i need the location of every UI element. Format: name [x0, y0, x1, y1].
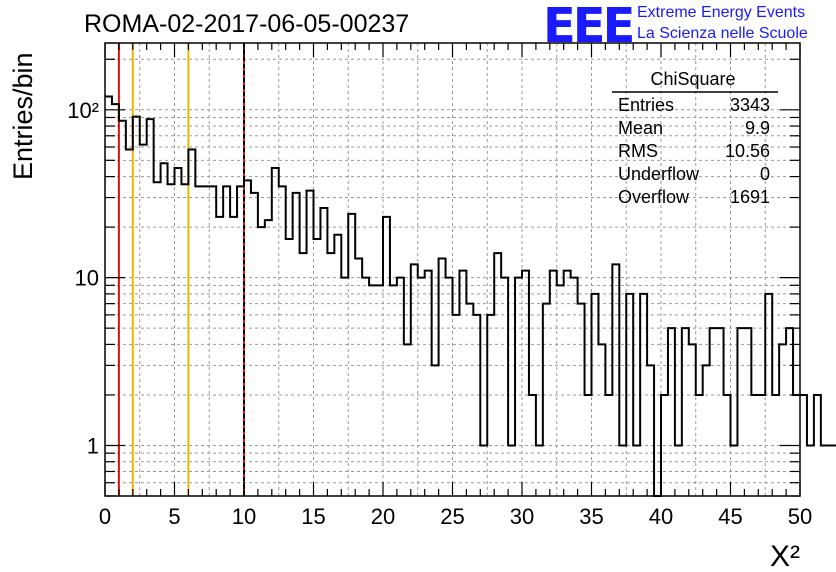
x-tick-labels: 0 5 10 15 20 25 30 35 40 45 50 [99, 504, 812, 529]
x-tick-label: 25 [440, 504, 464, 529]
logo-subtitle-2: La Scienza nelle Scuole [637, 25, 808, 42]
y-tick-labels: 1 10 10² [67, 98, 99, 459]
threshold-lines [117, 43, 245, 496]
logo-subtitle-1: Extreme Energy Events [637, 4, 806, 21]
stat-label: RMS [618, 141, 658, 161]
x-tick-label: 50 [788, 504, 812, 529]
x-tick-label: 10 [232, 504, 256, 529]
stat-value: 10.56 [725, 141, 770, 161]
eee-logo: EEE [543, 0, 635, 54]
x-tick-label: 20 [371, 504, 395, 529]
stats-box: ChiSquare Entries 3343 Mean 9.9 RMS 10.56 Unde… [612, 69, 778, 207]
stat-label: Underflow [618, 164, 700, 184]
stat-label: Overflow [618, 187, 690, 207]
stat-value: 3343 [730, 95, 770, 115]
x-tick-label: 5 [168, 504, 180, 529]
y-tick-label: 1 [87, 433, 99, 458]
stat-value: 0 [760, 164, 770, 184]
stat-label: Mean [618, 118, 663, 138]
stat-label: Entries [618, 95, 674, 115]
x-tick-label: 30 [510, 504, 534, 529]
x-tick-label: 40 [649, 504, 673, 529]
stat-value: 1691 [730, 187, 770, 207]
chart-title: ROMA-02-2017-06-05-00237 [84, 10, 410, 38]
x-tick-label: 15 [301, 504, 325, 529]
stat-value: 9.9 [745, 118, 770, 138]
y-tick-label: 10 [75, 266, 99, 291]
axis-ticks [104, 43, 801, 497]
stats-title: ChiSquare [650, 69, 735, 89]
x-tick-label: 0 [99, 504, 111, 529]
y-tick-label: 10² [67, 98, 99, 123]
x-axis-label: X² [770, 540, 800, 572]
grid-lines [105, 43, 800, 496]
histogram-outline [105, 95, 836, 497]
x-tick-label: 45 [718, 504, 742, 529]
x-tick-label: 35 [579, 504, 603, 529]
y-axis-label: Entries/bin [8, 52, 38, 180]
